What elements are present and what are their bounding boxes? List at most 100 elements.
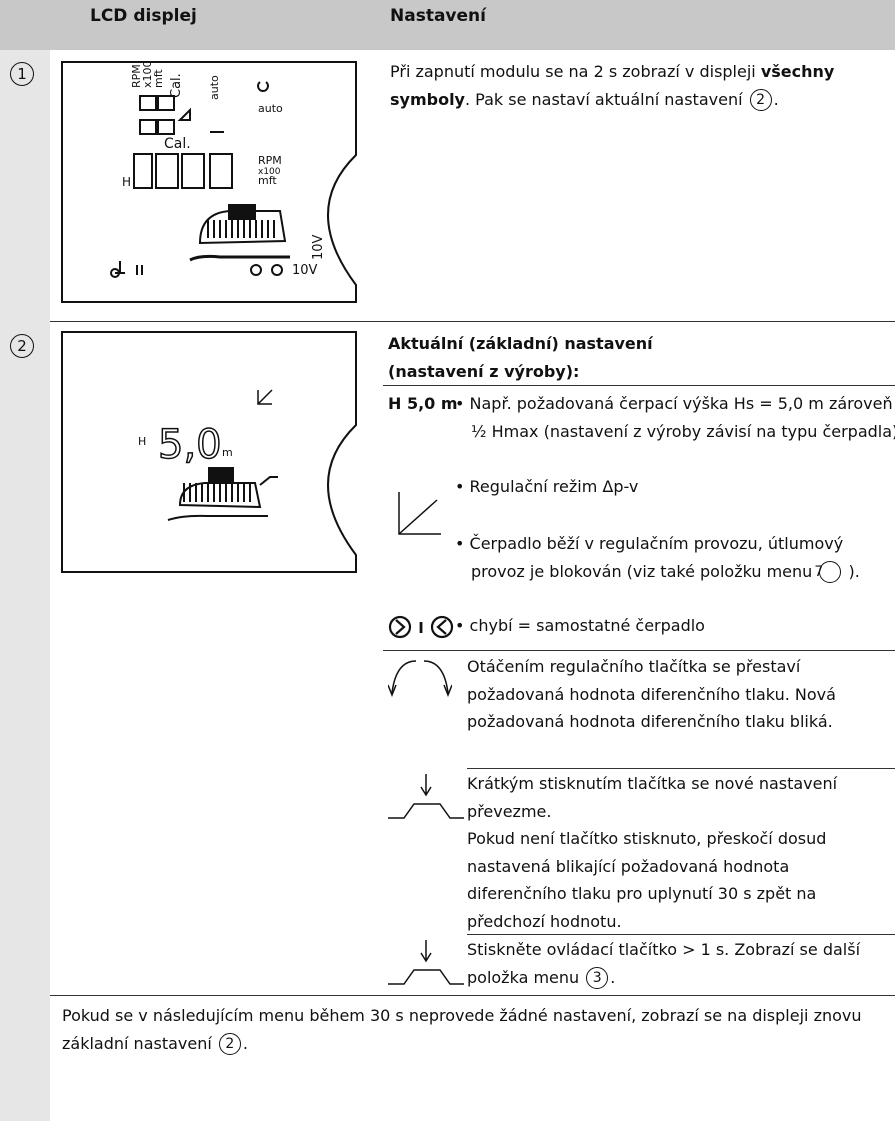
graphic (155, 153, 179, 189)
paragraph: Krátkým stisknutím tlačítka se nové nast… (467, 770, 887, 935)
heading-line: (nastavení z výroby): (388, 361, 580, 381)
text: Stiskněte ovládací tlačítko > 1 s. Zobra… (467, 940, 861, 987)
graphic (391, 660, 449, 694)
lcd-label: x100 (258, 167, 281, 177)
reference: 2 (749, 89, 772, 111)
graphic (398, 492, 441, 535)
column-header: LCD displej (90, 6, 197, 26)
icon-press (388, 940, 464, 985)
reference: 7 (814, 561, 842, 583)
graphic (208, 467, 234, 483)
number-column (0, 50, 50, 1121)
graphic (250, 264, 262, 276)
text: Pokud není tlačítko stisknuto, přeskočí … (467, 829, 827, 931)
lcd-label: mft (258, 174, 277, 187)
lcd-label: RPM (258, 154, 282, 167)
icon-group (207, 220, 275, 238)
text: . (773, 89, 779, 109)
bullet-item: • Regulační režim Δp-v (455, 477, 639, 496)
item-label: H 5,0 m (388, 394, 458, 413)
icon-group (183, 483, 251, 502)
row-number: 2 (10, 332, 34, 360)
lcd-label: auto (258, 102, 283, 115)
lcd-label: H (122, 175, 131, 189)
column-header: Nastavení (390, 6, 486, 26)
lcd-label: mft (152, 69, 165, 88)
lcd-label: x100 (141, 60, 154, 88)
footer-note: Pokud se v následujícím menu během 30 s … (62, 1002, 887, 1057)
lcd-label: Cal. (169, 73, 184, 98)
table-header: LCD displej Nastavení (0, 0, 895, 50)
graphic (157, 95, 175, 111)
icon-press (388, 774, 464, 819)
graphic (139, 119, 157, 135)
lcd-label: H (138, 435, 146, 448)
lcd-label: m (222, 446, 233, 459)
graphic (189, 254, 290, 262)
text: . Pak se nastaví aktuální nastavení (464, 89, 748, 109)
text: Čerpadlo běží v regulačním provozu, útlu… (469, 534, 844, 581)
separator (467, 768, 895, 769)
heading-line: Aktuální (základní) nastavení (388, 334, 653, 353)
graphic (420, 940, 432, 963)
graphic (395, 619, 406, 635)
graphic (388, 969, 464, 985)
lcd-display-default: H 5,0 m (61, 331, 357, 573)
separator (50, 995, 895, 996)
separator (50, 321, 895, 322)
paragraph: Stiskněte ovládací tlačítko > 1 s. Zobra… (467, 936, 887, 991)
graphic (388, 615, 412, 639)
lcd-label: 10V (292, 263, 318, 278)
section-heading: Aktuální (základní) nastavení (nastavení… (388, 330, 653, 385)
text: Krátkým stisknutím tlačítka se nové nast… (467, 774, 838, 821)
bold-text: všechny symboly (390, 62, 835, 109)
reference: 3 (586, 967, 609, 989)
row-number-circle: 2 (10, 334, 34, 358)
reference: 2 (218, 1033, 241, 1055)
graphic (157, 119, 175, 135)
graphic (167, 476, 278, 521)
text: Regulační režim Δp-v (469, 477, 639, 496)
separator (467, 934, 895, 935)
text: Pokud se v následujícím menu během 30 s … (62, 1006, 862, 1053)
separator (383, 385, 895, 386)
graphic (177, 81, 269, 133)
graphic (110, 268, 120, 278)
graphic (133, 153, 153, 189)
lcd-label: Cal. (164, 136, 191, 152)
graphic (181, 153, 205, 189)
lcd-value: 5,0 (158, 422, 222, 468)
graphic (420, 774, 432, 797)
icon-twin-pump: I (388, 615, 454, 639)
icon-label: I (418, 619, 424, 637)
text: . (610, 967, 616, 987)
graphic (228, 204, 256, 220)
graphic (257, 389, 273, 405)
graphic (139, 95, 157, 111)
bullet-item: • Např. požadovaná čerpací výška Hs = 5,… (455, 390, 895, 445)
lcd-display-all: RPM x100 mft Cal. auto auto Cal. H RPM x… (61, 60, 357, 303)
icon-group (110, 81, 290, 278)
row-number-circle: 1 (10, 62, 34, 86)
separator (383, 650, 895, 651)
icon-group (388, 615, 454, 639)
paragraph: Při zapnutí modulu se na 2 s zobrazí v d… (390, 58, 880, 113)
lcd-label: 10V (311, 234, 326, 260)
bullet-item: • chybí = samostatné čerpadlo (455, 616, 705, 635)
icon-rotate (388, 660, 452, 698)
icon-dp-v (398, 492, 441, 535)
lcd-label: RPM (130, 64, 143, 88)
icon-group: RPM x100 mft Cal. auto auto Cal. H RPM x… (122, 60, 326, 278)
lcd-label: auto (208, 75, 221, 100)
text: Např. požadovaná čerpací výška Hs = 5,0 … (469, 394, 895, 441)
paragraph: Otáčením regulačního tlačítka se přestav… (467, 657, 836, 731)
text: Při zapnutí modulu se na 2 s zobrazí v d… (390, 62, 761, 81)
text: chybí = samostatné čerpadlo (469, 616, 705, 635)
row-number: 1 (10, 60, 34, 88)
text: . (242, 1033, 248, 1053)
graphic (436, 619, 447, 635)
graphic (271, 264, 283, 276)
graphic (388, 803, 464, 819)
